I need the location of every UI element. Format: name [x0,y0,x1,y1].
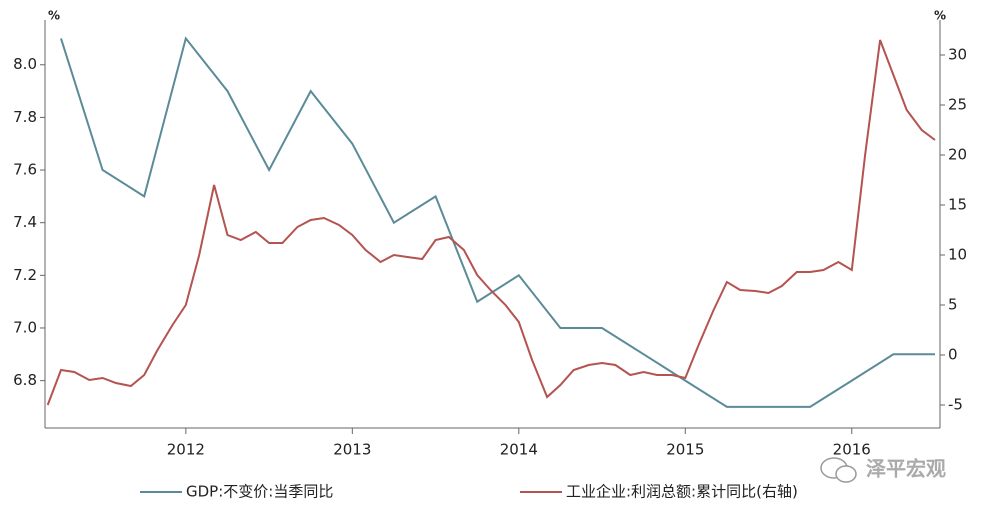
x-tick-label: 2012 [167,441,205,459]
series-line [46,39,936,406]
y2-tick-label: 15 [948,196,967,214]
y2-unit: % [934,9,946,23]
y2-tick-label: -5 [948,396,963,414]
x-tick-label: 2015 [666,441,704,459]
watermark: 泽平宏观 [866,457,946,481]
y-tick-label: 6.8 [13,371,37,389]
y2-tick-label: 10 [948,246,967,264]
y-tick-label: 7.8 [13,108,37,126]
y2-tick-label: 0 [948,346,958,364]
y-tick-label: 7.0 [13,318,37,336]
x-tick-label: 2013 [333,441,371,459]
y2-tick-label: 20 [948,146,967,164]
x-tick-label: 2016 [833,441,871,459]
y-tick-label: 7.2 [13,266,37,284]
y-unit: % [48,9,60,23]
x-tick-label: 2014 [500,441,538,459]
y-tick-label: 7.6 [13,161,37,179]
y2-tick-label: 30 [948,46,967,64]
y2-tick-label: 5 [948,296,958,314]
y2-tick-label: 25 [948,96,967,114]
legend-label: 工业企业:利润总额:累计同比(右轴) [566,483,798,501]
legend-label: GDP:不变价:当季同比 [186,483,333,501]
y-tick-label: 8.0 [13,55,37,73]
y-tick-label: 7.4 [13,213,37,231]
watermark-icon [820,457,857,483]
series-line [60,36,935,408]
